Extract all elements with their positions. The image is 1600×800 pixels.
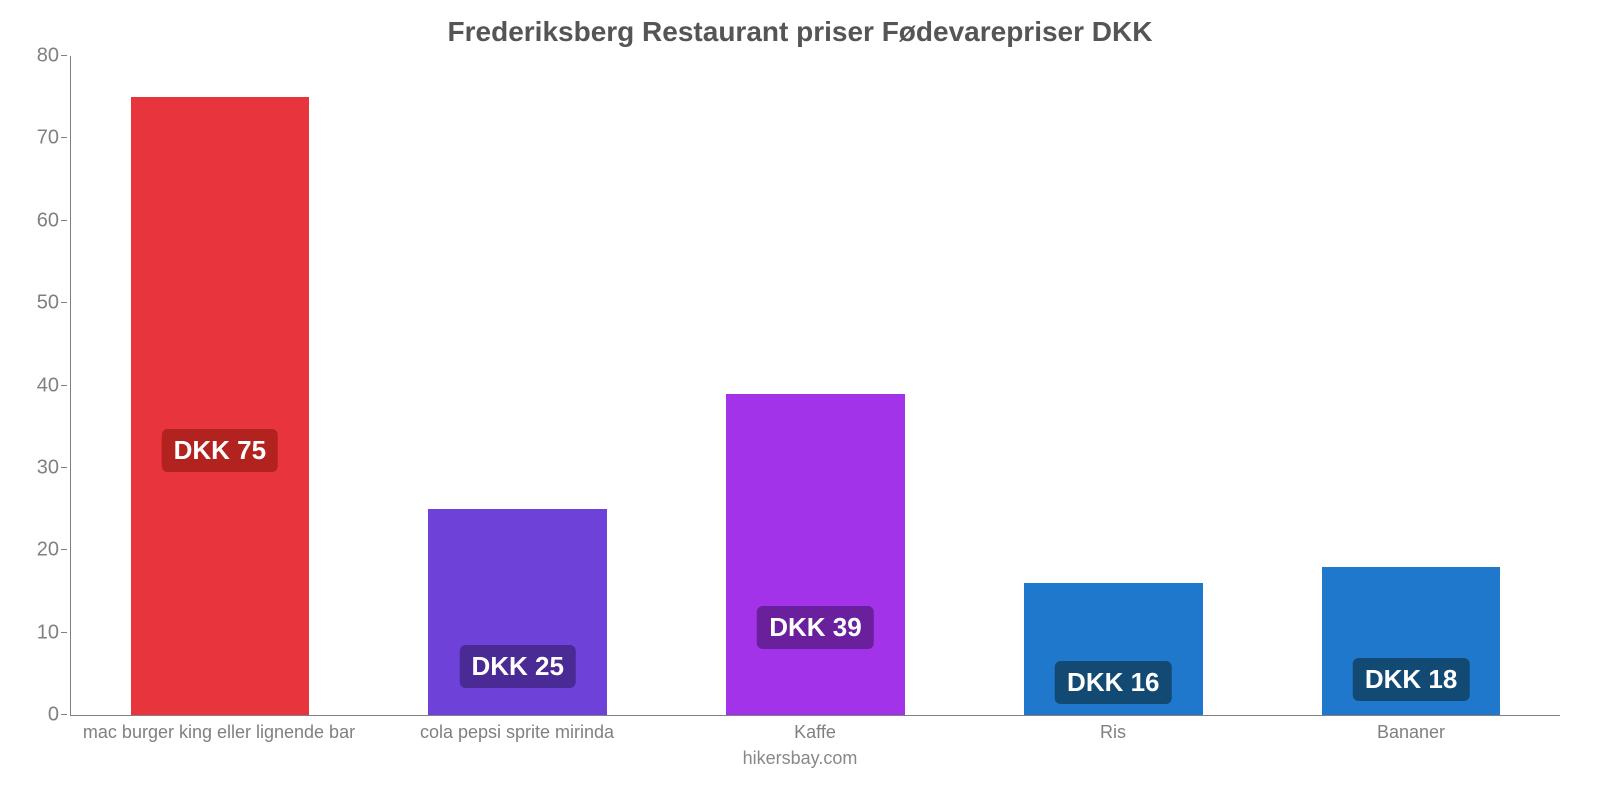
x-tick-label: Bananer [1377, 722, 1445, 743]
x-tick-label: cola pepsi sprite mirinda [420, 722, 614, 743]
value-badge: DKK 16 [1055, 661, 1171, 704]
bar: DKK 18 [1322, 567, 1501, 715]
x-tick-label: Ris [1100, 722, 1126, 743]
x-axis-labels: mac burger king eller lignende bar cola p… [70, 716, 1560, 746]
plot-area: DKK 75DKK 25DKK 39DKK 16DKK 18 010203040… [70, 56, 1560, 716]
x-tick-label: mac burger king eller lignende bar [83, 722, 355, 743]
chart-title: Frederiksberg Restaurant priser Fødevare… [20, 16, 1580, 48]
bars-layer: DKK 75 DKK 25 DKK 39 DKK 16 DKK 18 [71, 56, 1560, 715]
y-tick-label: 50 [37, 292, 71, 315]
y-tick-label: 80 [37, 45, 71, 68]
y-tick-label: 70 [37, 127, 71, 150]
value-badge: DKK 25 [459, 645, 575, 688]
x-tick-label: Kaffe [794, 722, 836, 743]
y-tick-label: 40 [37, 374, 71, 397]
y-tick-label: 60 [37, 209, 71, 232]
y-tick-label: 0 [48, 704, 71, 727]
value-badge: DKK 75 [162, 429, 278, 472]
value-badge: DKK 39 [757, 606, 873, 649]
credit-text: hikersbay.com [20, 748, 1580, 769]
bar: DKK 75 [131, 97, 310, 715]
chart-container: Frederiksberg Restaurant priser Fødevare… [0, 0, 1600, 800]
bar: DKK 25 [428, 509, 607, 715]
y-tick-label: 30 [37, 456, 71, 479]
value-badge: DKK 18 [1353, 658, 1469, 701]
bar: DKK 16 [1024, 583, 1203, 715]
y-tick-label: 10 [37, 621, 71, 644]
y-tick-label: 20 [37, 539, 71, 562]
bar: DKK 39 [726, 394, 905, 715]
